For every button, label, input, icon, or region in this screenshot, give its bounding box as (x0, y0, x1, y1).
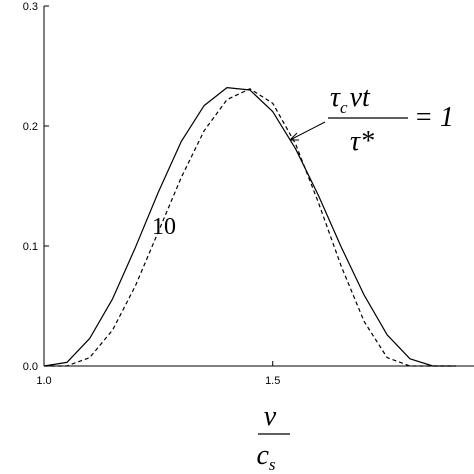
plot-area: 0.0 0.1 0.2 0.3 1.0 1.5 (23, 1, 474, 387)
annotation-equals: = 1 (414, 102, 454, 133)
y-tick-label: 0.2 (23, 121, 38, 133)
x-tick-label: 1.0 (36, 375, 51, 387)
x-label-numerator: v (264, 401, 277, 432)
line-series (43, 87, 456, 367)
curve-label: 10 (152, 214, 176, 240)
annotation-arrow (289, 121, 326, 141)
x-label-c: c (256, 440, 269, 471)
annotation-rest: vt (350, 82, 371, 113)
arrow-head (289, 132, 299, 141)
x-label-subscript: s (269, 455, 276, 474)
annotation-tau: τ (330, 82, 341, 113)
y-tick-label: 0.0 (23, 361, 38, 373)
y-tick-label: 0.1 (23, 241, 38, 253)
annotation-numerator: τcvt (330, 82, 371, 117)
annotation-subscript: c (340, 98, 348, 117)
x-label-denominator: cs (256, 440, 275, 474)
y-tick-label: 0.3 (23, 1, 38, 13)
line-series (44, 88, 456, 367)
annotation-denominator: τ* (350, 126, 374, 157)
x-tick-label: 1.5 (265, 375, 280, 387)
